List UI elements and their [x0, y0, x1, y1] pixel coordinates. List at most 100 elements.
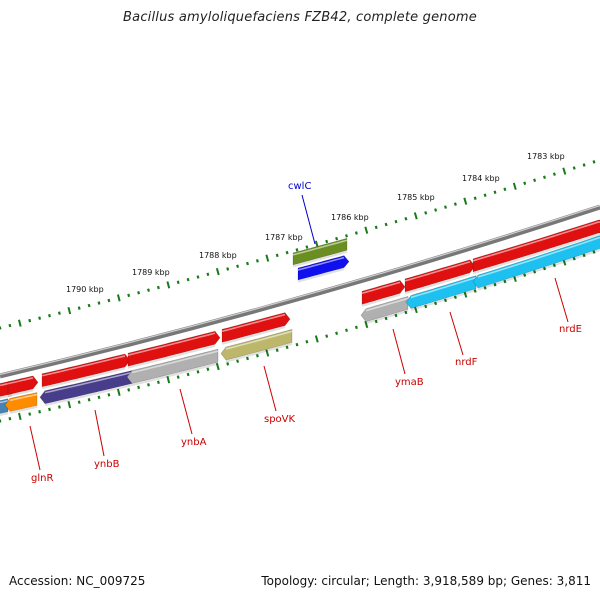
cds-feature: [41, 353, 131, 390]
gene-label-spoVK: spoVK: [264, 414, 296, 425]
inner-tick: [18, 412, 22, 421]
gene-spoVK: [220, 329, 293, 363]
inner-tick: [523, 273, 527, 277]
outer-tick: [255, 259, 259, 263]
inner-tick: [226, 362, 230, 366]
gene-glnR: [4, 392, 38, 414]
inner-tick: [394, 313, 398, 318]
outer-tick: [215, 268, 220, 276]
outer-tick: [67, 307, 72, 315]
gene-label-leader: [29, 425, 41, 471]
gene-label-leader: [263, 365, 277, 412]
cds-feature: [404, 259, 476, 295]
outer-tick: [533, 178, 537, 183]
accession-text: Accession: NC_009725: [9, 574, 146, 588]
inner-tick: [473, 289, 477, 293]
inner-tick: [77, 400, 81, 404]
inner-tick: [404, 310, 408, 315]
inner-tick: [384, 316, 388, 321]
outer-tick: [107, 298, 111, 303]
outer-tick: [543, 175, 546, 179]
outer-tick: [483, 193, 487, 198]
outer-tick: [404, 216, 408, 221]
inner-tick: [374, 319, 378, 324]
inner-tick-ring: [0, 250, 596, 423]
kbp-label: 1789 kbp: [132, 268, 170, 277]
outer-tick: [374, 225, 378, 230]
outer-tick: [127, 293, 131, 298]
inner-tick: [107, 393, 111, 397]
outer-tick: [97, 301, 101, 305]
inner-tick: [444, 298, 447, 303]
inner-tick: [335, 331, 339, 335]
outer-tick: [246, 261, 249, 266]
inner-tick: [364, 320, 369, 329]
inner-tick: [285, 345, 289, 350]
outer-tick: [156, 285, 160, 290]
outer-tick: [364, 226, 369, 234]
inner-tick: [552, 263, 556, 268]
outer-tick: [493, 190, 497, 195]
outer-tick: [116, 294, 121, 302]
kbp-label: 1786 kbp: [331, 213, 369, 222]
inner-tick: [206, 367, 210, 371]
inner-tick: [176, 375, 180, 379]
inner-tick: [127, 388, 131, 392]
outer-tick: [48, 313, 51, 318]
inner-tick: [28, 412, 32, 416]
cds-feature: [127, 330, 221, 369]
gene-label-ymaB: ymaB: [395, 377, 424, 388]
inner-tick: [424, 304, 428, 309]
inner-tick: [97, 395, 101, 400]
inner-tick: [314, 335, 319, 343]
genome-summary-text: Topology: circular; Length: 3,918,589 bp…: [261, 574, 591, 588]
genome-backbone-highlight: [0, 204, 600, 376]
kbp-label: 1788 kbp: [199, 251, 237, 260]
outer-tick: [57, 311, 61, 315]
outer-tick: [552, 172, 556, 176]
inner-tick: [57, 405, 61, 409]
inner-tick: [305, 340, 309, 344]
inner-tick: [572, 256, 576, 261]
cds-feature: [221, 312, 291, 345]
outer-tick: [512, 182, 517, 190]
outer-tick: [206, 272, 210, 277]
kbp-label: 1790 kbp: [66, 285, 104, 294]
inner-tick: [186, 372, 190, 377]
inner-tick: [265, 349, 270, 357]
outer-tick-ring: [0, 160, 596, 330]
outer-tick: [523, 181, 527, 186]
outer-tick: [384, 222, 388, 227]
inner-tick: [87, 398, 91, 402]
inner-tick: [246, 356, 249, 361]
gene-label-nrdF: nrdF: [455, 357, 478, 368]
outer-tick: [28, 318, 32, 323]
gene-nrdF: [405, 275, 477, 311]
outer-tick: [8, 323, 12, 328]
gene-label-leader: [179, 388, 193, 435]
inner-tick: [503, 279, 507, 284]
cds-feature: [7, 375, 39, 398]
kbp-label: 1783 kbp: [527, 152, 565, 161]
inner-tick: [147, 383, 150, 387]
outer-tick: [295, 248, 299, 252]
inner-tick: [116, 388, 121, 397]
inner-tick: [434, 301, 438, 306]
inner-tick: [345, 328, 348, 333]
outer-tick: [186, 277, 190, 282]
gene-label-ynbB: ynbB: [94, 459, 120, 470]
inner-tick: [275, 348, 279, 352]
outer-tick: [592, 160, 596, 164]
outer-tick: [325, 239, 329, 244]
inner-tick: [236, 359, 240, 363]
inner-tick: [413, 305, 418, 314]
gene-label-leader: [392, 328, 406, 375]
outer-tick: [77, 306, 81, 310]
gene-ynbB: [39, 370, 133, 407]
inner-tick: [48, 407, 51, 412]
inner-tick: [295, 342, 299, 347]
outer-tick: [305, 245, 309, 249]
inner-tick: [255, 353, 259, 358]
inner-tick: [483, 286, 487, 290]
